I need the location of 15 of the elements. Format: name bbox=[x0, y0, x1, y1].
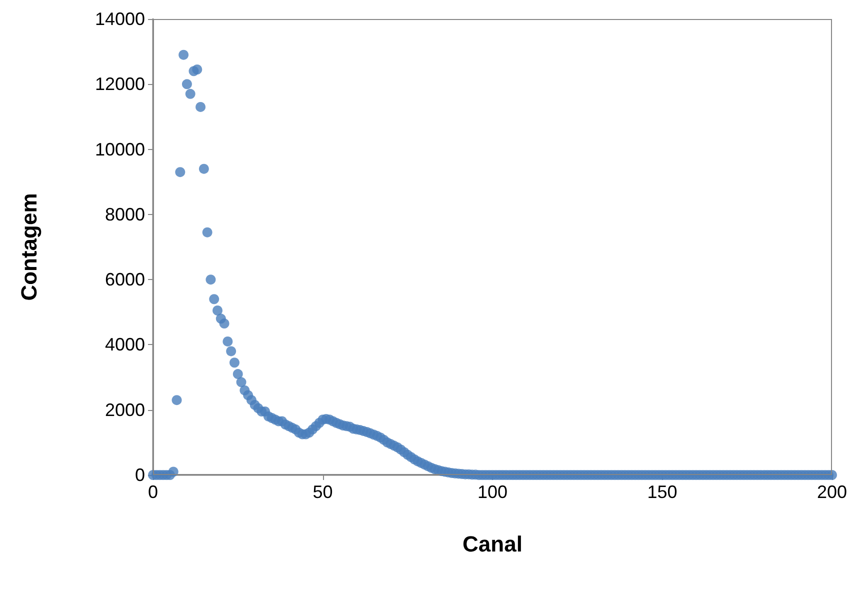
y-tick-label: 6000 bbox=[104, 270, 145, 290]
x-tick-label: 150 bbox=[647, 482, 678, 502]
y-axis-title: Contagem bbox=[16, 193, 42, 301]
y-tick-label: 14000 bbox=[94, 9, 145, 29]
y-tick-label: 2000 bbox=[104, 400, 145, 420]
y-tick-label: 4000 bbox=[104, 334, 145, 355]
y-tick-label: 12000 bbox=[94, 74, 145, 94]
x-tick-label: 200 bbox=[816, 482, 848, 502]
y-tick-label: 0 bbox=[134, 465, 145, 485]
x-tick-label: 50 bbox=[312, 482, 333, 502]
x-tick-label: 0 bbox=[148, 482, 158, 502]
x-tick-label: 100 bbox=[477, 482, 508, 502]
y-tick-label: 10000 bbox=[94, 139, 145, 160]
x-axis-title: Canal bbox=[462, 532, 522, 556]
y-tick-label: 8000 bbox=[104, 204, 145, 224]
